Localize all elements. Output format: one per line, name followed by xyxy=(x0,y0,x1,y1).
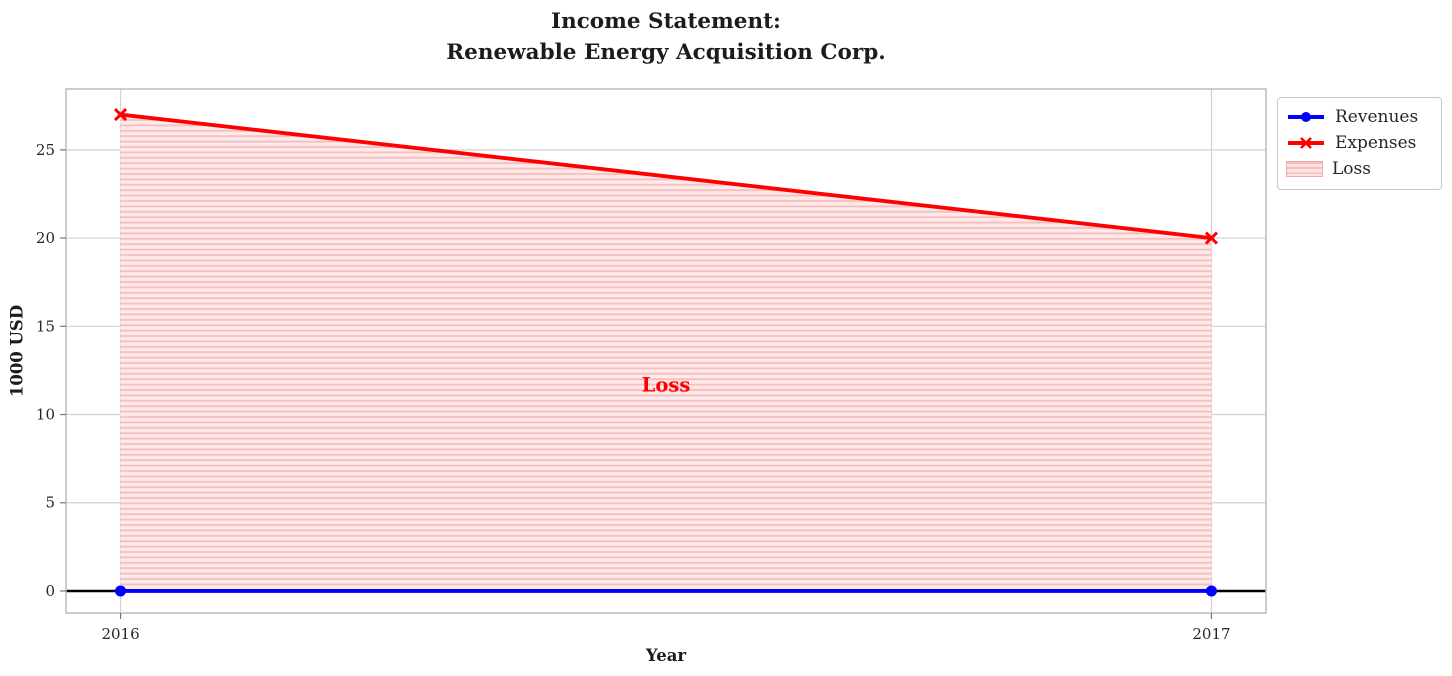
x-axis-label: Year xyxy=(645,646,687,665)
revenues-marker xyxy=(115,585,127,597)
axis-ticks: 0 5 10 15 20 25 2016 2017 xyxy=(36,141,1231,643)
loss-fill-area xyxy=(120,114,1212,591)
legend-item-revenues: Revenues xyxy=(1286,104,1433,130)
x-tick-label: 2016 xyxy=(101,625,139,643)
x-tick-label: 2017 xyxy=(1192,625,1230,643)
expenses-marker xyxy=(1204,231,1219,245)
legend-label-revenues: Revenues xyxy=(1335,107,1419,127)
revenues-line-icon xyxy=(1288,112,1324,122)
legend-label-loss: Loss xyxy=(1332,159,1371,179)
y-tick-label: 10 xyxy=(36,406,55,424)
revenues-marker xyxy=(1205,585,1217,597)
loss-area-annotation: Loss xyxy=(641,373,691,397)
loss-hatch-swatch-icon xyxy=(1286,161,1323,177)
loss-region xyxy=(120,114,1212,591)
y-tick-label: 20 xyxy=(36,229,55,247)
y-tick-label: 0 xyxy=(45,582,55,600)
plot-frame xyxy=(65,88,1267,614)
expenses-line xyxy=(118,112,1214,240)
y-tick-label: 5 xyxy=(45,494,55,512)
series-lines xyxy=(66,108,1266,597)
legend-label-expenses: Expenses xyxy=(1335,133,1417,153)
expenses-marker xyxy=(113,108,128,122)
legend-item-loss: Loss xyxy=(1286,156,1433,182)
y-tick-label: 25 xyxy=(36,141,55,159)
legend-item-expenses: Expenses xyxy=(1286,130,1433,156)
y-tick-label: 15 xyxy=(36,317,55,335)
chart-title: Income Statement: Renewable Energy Acqui… xyxy=(446,9,886,65)
expenses-line-icon xyxy=(1288,137,1324,149)
legend: Revenues Expenses Loss xyxy=(1277,97,1442,190)
